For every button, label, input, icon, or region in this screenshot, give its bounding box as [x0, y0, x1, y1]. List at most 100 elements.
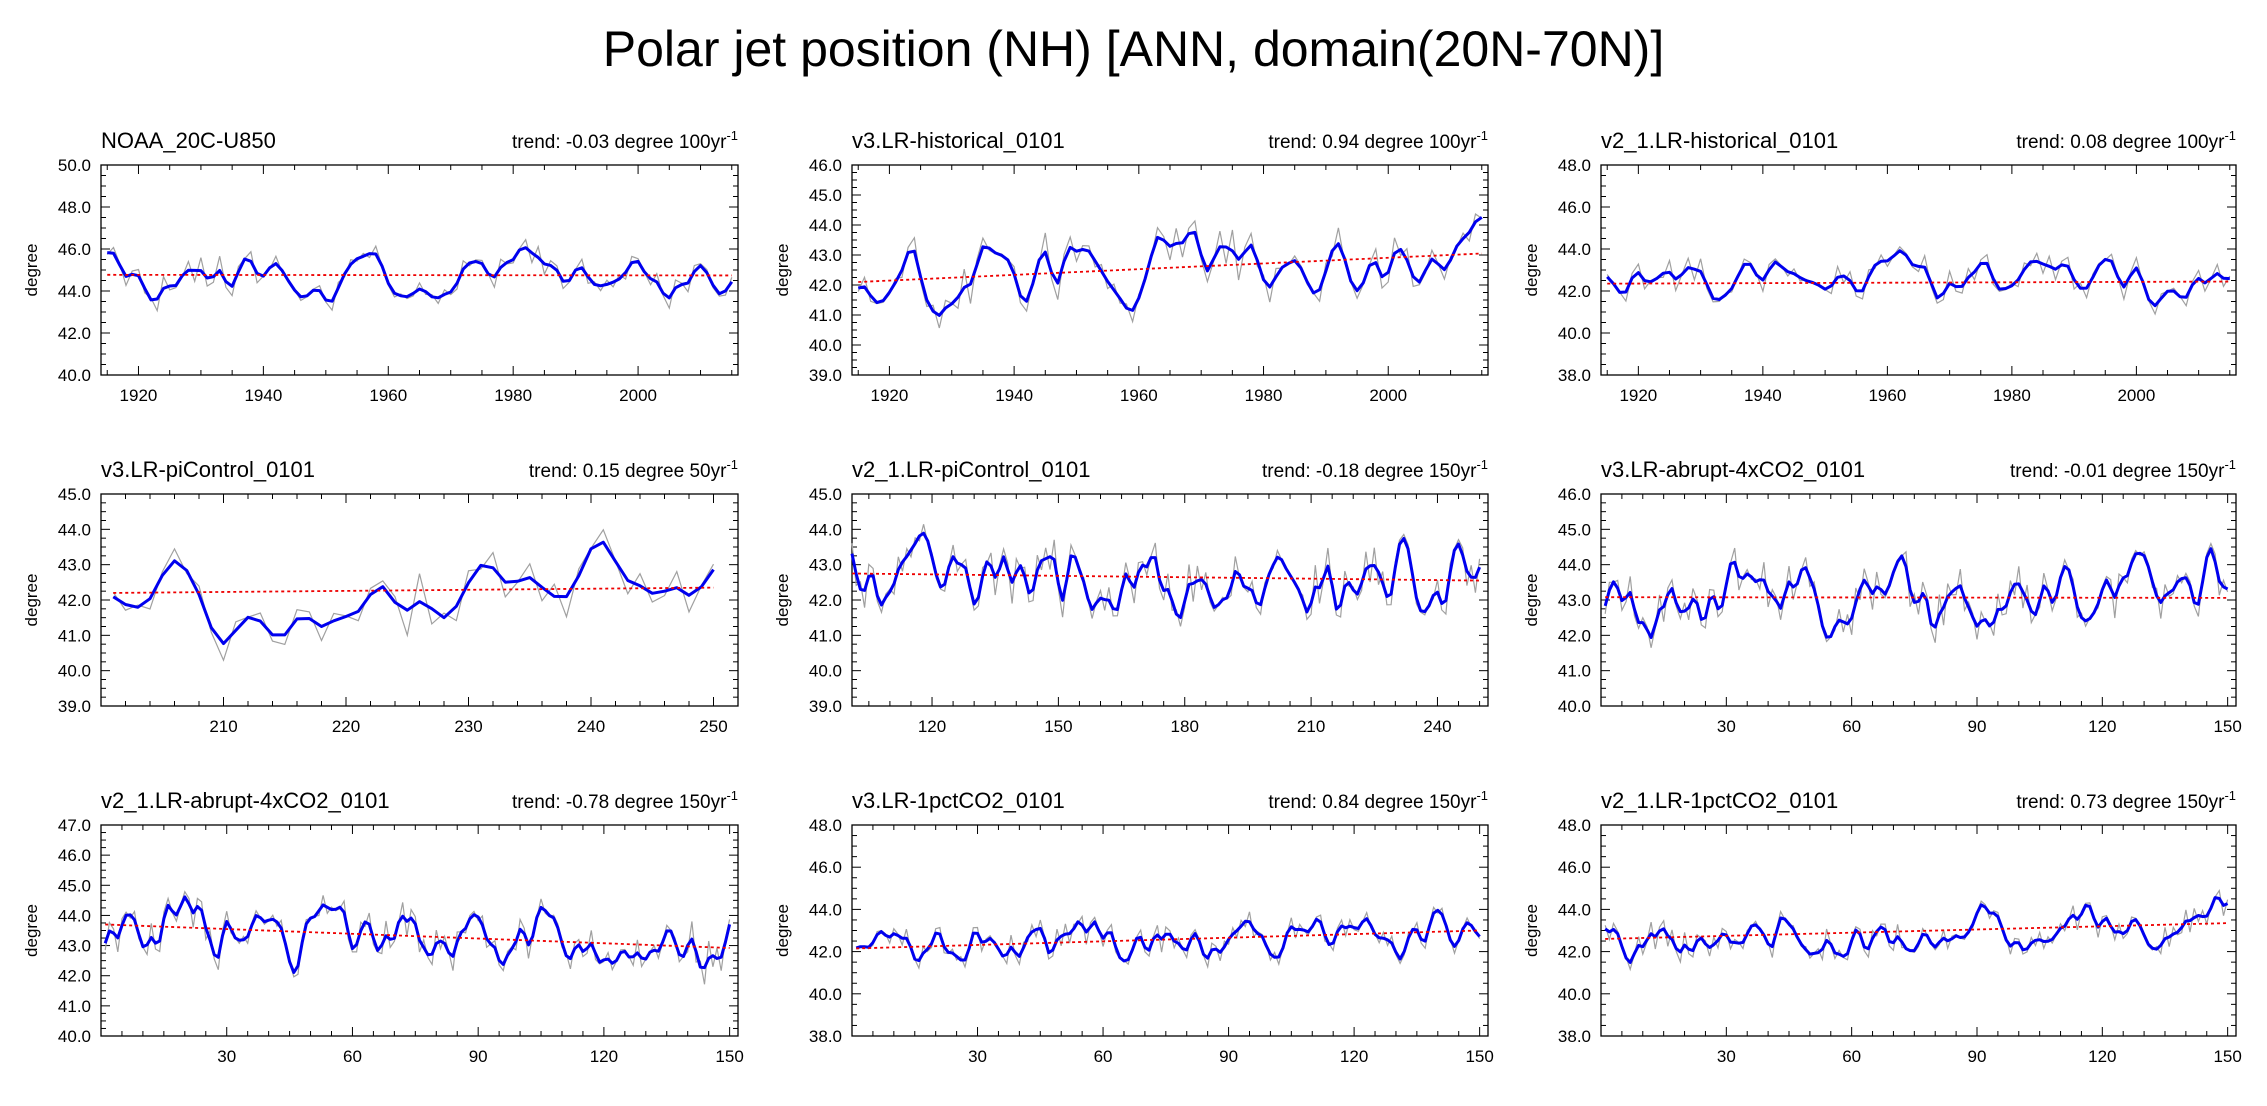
panel-title: v3.LR-1pctCO2_0101 — [852, 788, 1065, 813]
y-tick-label: 43.0 — [58, 937, 91, 956]
x-tick-label: 1960 — [369, 386, 407, 405]
x-tick-label: 30 — [968, 1047, 987, 1066]
panel-title: v2_1.LR-historical_0101 — [1601, 128, 1838, 153]
trend-annotation: trend: 0.15 degree 50yr-1 — [529, 457, 738, 482]
y-tick-label: 40.0 — [58, 1027, 91, 1046]
y-tick-label: 38.0 — [1558, 366, 1591, 385]
x-tick-label: 210 — [1297, 717, 1325, 736]
y-tick-label: 40.0 — [809, 985, 842, 1004]
trend-superscript: -1 — [1476, 788, 1488, 803]
y-tick-label: 42.0 — [1558, 282, 1591, 301]
y-tick-label: 42.0 — [1558, 626, 1591, 645]
y-tick-label: 48.0 — [1558, 816, 1591, 835]
y-tick-label: 40.0 — [1558, 697, 1591, 716]
y-tick-label: 40.0 — [809, 662, 842, 681]
smoothed-series-line — [850, 531, 1481, 619]
plot-frame — [851, 493, 1489, 707]
trend-line — [107, 273, 732, 277]
y-axis-label: degree — [22, 904, 41, 957]
panel-1: NOAA_20C-U850 trend: -0.03 degree 100yr-1… — [22, 128, 739, 405]
panel-4: v3.LR-piControl_0101 trend: 0.15 degree 5… — [22, 457, 739, 736]
y-tick-label: 44.0 — [809, 520, 842, 539]
y-tick-label: 39.0 — [58, 697, 91, 716]
x-tick-label: 1920 — [120, 386, 158, 405]
plot-frame — [100, 824, 739, 1037]
x-tick-label: 120 — [590, 1047, 618, 1066]
smoothed-series-line — [855, 908, 1481, 963]
y-axis-label: degree — [773, 574, 792, 627]
y-axis-label: degree — [1522, 574, 1541, 627]
trend-superscript: -1 — [2224, 788, 2236, 803]
x-tick-label: 2000 — [2117, 386, 2155, 405]
trend-label: trend: 0.15 degree 50yr — [529, 461, 727, 482]
trend-line — [1605, 922, 2228, 940]
y-tick-label: 40.0 — [1558, 985, 1591, 1004]
y-axis-label: degree — [1522, 244, 1541, 297]
y-tick-label: 48.0 — [1558, 156, 1591, 175]
x-tick-label: 1980 — [1993, 386, 2031, 405]
smoothed-series-line — [1606, 249, 2230, 308]
trend-annotation: trend: -0.18 degree 150yr-1 — [1262, 457, 1488, 482]
x-tick-label: 1960 — [1120, 386, 1158, 405]
y-tick-label: 45.0 — [1558, 520, 1591, 539]
y-tick-label: 42.0 — [809, 276, 842, 295]
y-tick-label: 43.0 — [58, 556, 91, 575]
trend-line — [856, 929, 1480, 950]
y-axis-label: degree — [773, 244, 792, 297]
trend-line — [113, 586, 714, 594]
x-tick-label: 90 — [1968, 1047, 1987, 1066]
x-tick-label: 2000 — [619, 386, 657, 405]
smoothed-series-line — [103, 895, 732, 974]
y-tick-label: 46.0 — [1558, 858, 1591, 877]
x-tick-label: 1940 — [995, 386, 1033, 405]
plot-frame — [851, 164, 1489, 376]
y-tick-label: 44.0 — [809, 900, 842, 919]
y-tick-label: 40.0 — [58, 366, 91, 385]
trend-label: trend: -0.03 degree 100yr — [512, 132, 727, 153]
smoothed-series-line — [857, 216, 1483, 317]
y-tick-label: 45.0 — [809, 485, 842, 504]
x-tick-label: 150 — [715, 1047, 743, 1066]
x-tick-label: 90 — [1968, 717, 1987, 736]
y-tick-label: 40.0 — [809, 336, 842, 355]
smoothed-series-line — [107, 246, 734, 303]
panel-title: v2_1.LR-1pctCO2_0101 — [1601, 788, 1838, 813]
trend-superscript: -1 — [726, 128, 738, 143]
y-tick-label: 42.0 — [809, 943, 842, 962]
trend-annotation: trend: -0.78 degree 150yr-1 — [512, 788, 738, 813]
panel-title: v3.LR-piControl_0101 — [101, 457, 315, 482]
x-tick-label: 60 — [1094, 1047, 1113, 1066]
x-tick-label: 30 — [1717, 717, 1736, 736]
y-tick-label: 42.0 — [58, 324, 91, 343]
y-tick-label: 45.0 — [809, 186, 842, 205]
x-tick-label: 1940 — [1744, 386, 1782, 405]
x-tick-label: 150 — [1465, 1047, 1493, 1066]
x-tick-label: 60 — [1842, 1047, 1861, 1066]
y-tick-label: 40.0 — [1558, 324, 1591, 343]
trend-label: trend: 0.08 degree 100yr — [2016, 132, 2225, 153]
plot-frame — [100, 493, 739, 707]
trend-label: trend: 0.94 degree 100yr — [1268, 132, 1477, 153]
y-tick-label: 38.0 — [1558, 1027, 1591, 1046]
panel-title: NOAA_20C-U850 — [101, 128, 276, 153]
y-tick-label: 44.0 — [1558, 900, 1591, 919]
y-tick-label: 46.0 — [58, 846, 91, 865]
panel-title: v3.LR-historical_0101 — [852, 128, 1065, 153]
y-tick-label: 45.0 — [58, 876, 91, 895]
x-tick-label: 90 — [469, 1047, 488, 1066]
x-tick-label: 1980 — [1245, 386, 1283, 405]
y-tick-label: 44.0 — [58, 906, 91, 925]
panel-3: v2_1.LR-historical_0101 trend: 0.08 degre… — [1522, 128, 2237, 405]
trend-label: trend: 0.73 degree 150yr — [2016, 792, 2225, 813]
panel-6: v3.LR-abrupt-4xCO2_0101 trend: -0.01 degr… — [1522, 457, 2242, 736]
trend-annotation: trend: 0.08 degree 100yr-1 — [2016, 128, 2236, 153]
raw-series-line — [1606, 245, 2231, 316]
y-tick-label: 46.0 — [809, 858, 842, 877]
y-tick-label: 42.0 — [1558, 943, 1591, 962]
y-axis-label: degree — [1522, 904, 1541, 957]
x-tick-label: 120 — [2088, 717, 2116, 736]
panel-5: v2_1.LR-piControl_0101 trend: -0.18 degre… — [773, 457, 1489, 736]
y-tick-label: 38.0 — [809, 1027, 842, 1046]
x-tick-label: 60 — [1842, 717, 1861, 736]
